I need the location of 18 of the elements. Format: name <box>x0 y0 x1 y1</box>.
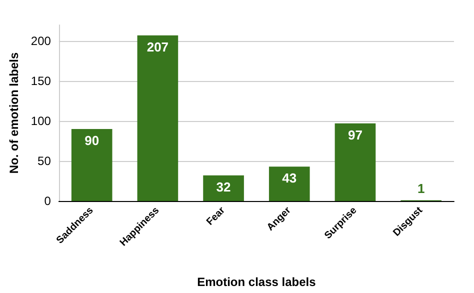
data-label: 97 <box>348 127 362 142</box>
data-label: 32 <box>216 179 231 194</box>
bar <box>334 123 376 201</box>
data-label: 90 <box>84 133 100 148</box>
x-axis-title: Emotion class labels <box>197 275 316 289</box>
y-tick-label: 150 <box>30 74 52 88</box>
y-tick-label: 0 <box>44 194 52 208</box>
bar <box>71 129 112 201</box>
data-label: 43 <box>282 170 297 186</box>
y-tick-label: 200 <box>30 34 52 48</box>
data-label: 207 <box>146 39 169 54</box>
y-axis-title: No. of emotion labels <box>7 52 21 174</box>
y-tick-label: 100 <box>30 114 52 128</box>
bar <box>268 166 310 201</box>
bar <box>203 175 244 201</box>
data-label: 1 <box>417 181 425 196</box>
y-tick-label: 50 <box>38 154 52 168</box>
bar <box>137 35 178 201</box>
